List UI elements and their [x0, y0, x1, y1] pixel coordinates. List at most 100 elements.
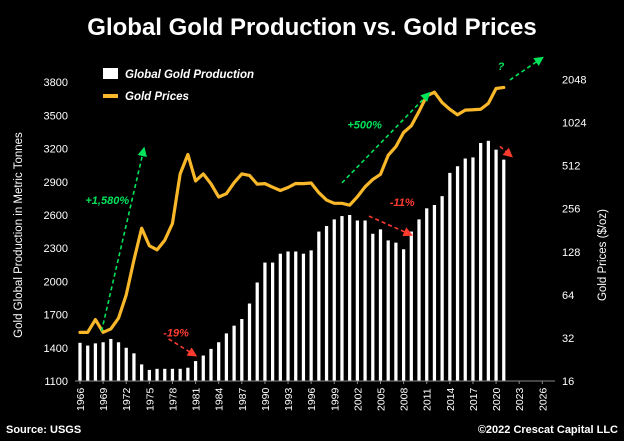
production-bar	[394, 242, 398, 381]
legend-label-prices: Gold Prices	[125, 91, 189, 103]
y-tick-label: 3800	[44, 77, 68, 89]
production-bar	[440, 196, 444, 381]
production-bar	[193, 361, 198, 381]
x-tick-label: 1999	[329, 387, 341, 411]
production-bar	[93, 343, 98, 381]
production-bar	[294, 251, 298, 381]
production-bar	[147, 369, 151, 381]
production-bar	[479, 143, 483, 381]
y-tick-label: 2000	[44, 276, 68, 288]
y2-tick-label: 512	[562, 161, 580, 173]
x-tick-label: 2023	[514, 387, 526, 411]
production-bar	[502, 159, 506, 381]
production-bar	[109, 338, 113, 381]
production-bar	[463, 158, 467, 381]
y-tick-label: 2600	[44, 210, 68, 222]
x-tick-label: 1981	[191, 387, 203, 411]
rally-arrow-1	[100, 146, 147, 332]
production-bar	[101, 342, 105, 381]
y2-tick-label: 256	[562, 204, 580, 216]
production-bar	[224, 333, 229, 381]
copyright-note: ©2022 Crescat Capital LLC	[478, 424, 618, 436]
production-bar	[116, 342, 121, 381]
production-bar	[417, 219, 421, 381]
annotation-label: -19%	[163, 328, 189, 340]
production-bar	[371, 233, 375, 381]
annotation-label: +500%	[347, 120, 382, 132]
production-bar	[232, 325, 236, 381]
chart-title: Global Gold Production vs. Gold Prices	[87, 14, 536, 41]
y2-axis-ticks: 16 32 64 128 256 512 1024 2048	[562, 74, 586, 388]
x-tick-label: 1978	[167, 387, 179, 411]
y-tick-label: 3500	[44, 110, 68, 122]
y2-tick-label: 64	[562, 290, 574, 302]
production-bar	[217, 342, 221, 381]
y2-axis-label: Gold Prices ($/oz)	[597, 209, 609, 301]
x-tick-label: 2014	[445, 387, 457, 411]
production-bar	[163, 368, 167, 381]
x-tick-label: 1975	[144, 387, 156, 411]
legend: Global Gold Production Gold Prices	[103, 68, 254, 103]
production-bar	[363, 220, 367, 381]
gold-price-line	[78, 85, 506, 334]
production-bar	[494, 149, 498, 381]
production-bar	[455, 166, 460, 381]
rally-arrow-2	[341, 91, 431, 184]
production-bar	[401, 249, 406, 381]
x-tick-label: 1969	[98, 387, 110, 411]
production-bar	[209, 348, 213, 381]
y2-tick-label: 1024	[562, 118, 586, 130]
annotations: +1,580% -19% +500% -11%?	[85, 56, 544, 357]
price-line-layer	[78, 85, 506, 334]
production-bar	[263, 262, 267, 381]
production-bar	[78, 342, 82, 381]
x-tick-label: 1987	[237, 387, 249, 411]
x-tick-label: 1966	[75, 387, 87, 411]
y-tick-label: 1400	[44, 343, 68, 355]
legend-swatch-production	[103, 68, 118, 79]
y-tick-label: 2900	[44, 177, 68, 189]
production-bar	[409, 231, 413, 381]
y-axis-label: Gold Global Production in Metric Tonnes	[13, 132, 25, 338]
decline-arrow-2	[368, 215, 414, 237]
production-bar	[355, 220, 359, 381]
production-bar	[140, 364, 144, 381]
production-bar	[471, 157, 475, 381]
x-tick-label: 2005	[375, 387, 387, 411]
production-bar	[332, 219, 336, 381]
x-tick-label: 1984	[214, 387, 226, 411]
production-bar	[155, 368, 159, 381]
production-bar	[86, 345, 90, 381]
production-bar	[378, 229, 383, 381]
y-axis-ticks: 1100 1400 1700 2000 2300 2600 2900 3200 3500 3800	[44, 77, 68, 388]
production-bar	[201, 355, 205, 381]
rally-arrow-3	[509, 56, 544, 81]
production-bar	[186, 367, 190, 381]
production-bar	[317, 231, 321, 381]
x-tick-label: 2011	[422, 388, 434, 411]
decline-arrow-3	[499, 145, 513, 158]
x-axis-ticks: 1966 1969 1972 1975 1978 1981 1984 1987 1990 1993…	[75, 381, 549, 411]
production-bar	[255, 282, 259, 381]
x-tick-label: 2020	[491, 387, 503, 411]
annotation-label: ?	[498, 61, 505, 73]
production-bar	[324, 226, 329, 381]
y-tick-label: 2300	[44, 243, 68, 255]
y-tick-label: 1100	[44, 376, 68, 388]
annotation-label: -11%	[390, 197, 415, 209]
production-bar	[170, 368, 175, 381]
production-bar	[386, 240, 390, 381]
annotation-label: +1,580%	[85, 195, 129, 207]
y2-tick-label: 128	[562, 247, 580, 259]
production-bar	[247, 303, 252, 381]
production-bar	[448, 172, 452, 381]
x-tick-label: 2026	[537, 387, 549, 411]
y2-tick-label: 16	[562, 376, 574, 388]
production-bar	[124, 347, 128, 381]
x-tick-label: 2008	[399, 387, 411, 411]
x-tick-label: 2017	[468, 387, 480, 411]
production-bar	[348, 214, 352, 381]
production-bar	[486, 140, 490, 381]
